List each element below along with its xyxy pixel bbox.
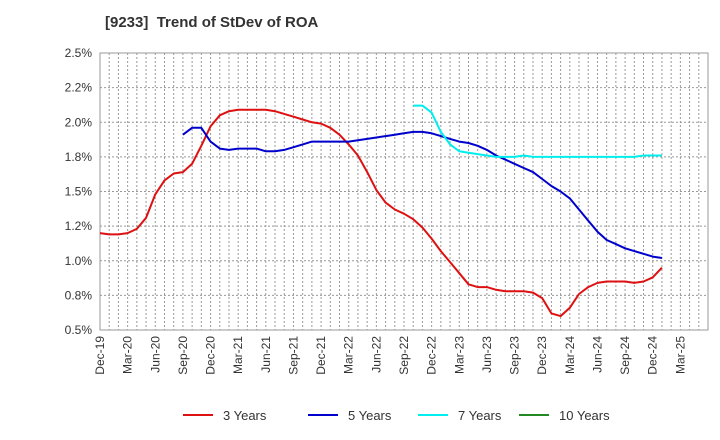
x-tick-label: Mar-23	[452, 336, 466, 374]
y-tick-label: 0.5%	[65, 323, 93, 337]
x-tick-label: Jun-21	[259, 336, 273, 373]
x-tick-label: Sep-23	[508, 336, 522, 375]
y-tick-label: 0.8%	[65, 288, 93, 302]
x-tick-label: Jun-20	[148, 336, 162, 373]
legend-label: 3 Years	[223, 408, 267, 423]
x-tick-label: Dec-23	[535, 336, 549, 375]
x-tick-label: Dec-22	[425, 336, 439, 375]
x-tick-label: Mar-25	[673, 336, 687, 374]
x-tick-label: Jun-24	[590, 336, 604, 373]
plot-border	[99, 52, 709, 331]
x-tick-label: Mar-24	[563, 336, 577, 374]
chart-title: [9233] Trend of StDev of ROA	[105, 14, 319, 31]
y-tick-label: 1.0%	[65, 254, 93, 268]
y-tick-label: 2.5%	[65, 46, 93, 60]
y-tick-label: 1.8%	[65, 150, 93, 164]
legend-label: 7 Years	[458, 408, 502, 423]
x-tick-label: Mar-20	[121, 336, 135, 374]
y-tick-label: 1.2%	[65, 219, 93, 233]
x-tick-label: Jun-23	[480, 336, 494, 373]
x-tick-label: Dec-21	[314, 336, 328, 375]
series-line-3	[413, 104, 662, 158]
y-tick-label: 2.0%	[65, 115, 93, 129]
x-tick-label: Jun-22	[369, 336, 383, 373]
y-tick-label: 2.2%	[65, 81, 93, 95]
x-tick-label: Dec-24	[646, 336, 660, 375]
legend-label: 10 Years	[559, 408, 610, 423]
x-tick-label: Sep-20	[176, 336, 190, 375]
series-line-1	[99, 108, 663, 318]
x-tick-label: Sep-22	[397, 336, 411, 375]
x-tick-label: Sep-24	[618, 336, 632, 375]
series-line-2	[182, 126, 663, 259]
legend-label: 5 Years	[348, 408, 392, 423]
x-tick-label: Mar-22	[342, 336, 356, 374]
x-tick-label: Sep-21	[286, 336, 300, 375]
y-tick-label: 1.5%	[65, 185, 93, 199]
x-tick-label: Mar-21	[231, 336, 245, 374]
x-tick-label: Dec-20	[204, 336, 218, 375]
x-tick-label: Dec-19	[93, 336, 107, 375]
